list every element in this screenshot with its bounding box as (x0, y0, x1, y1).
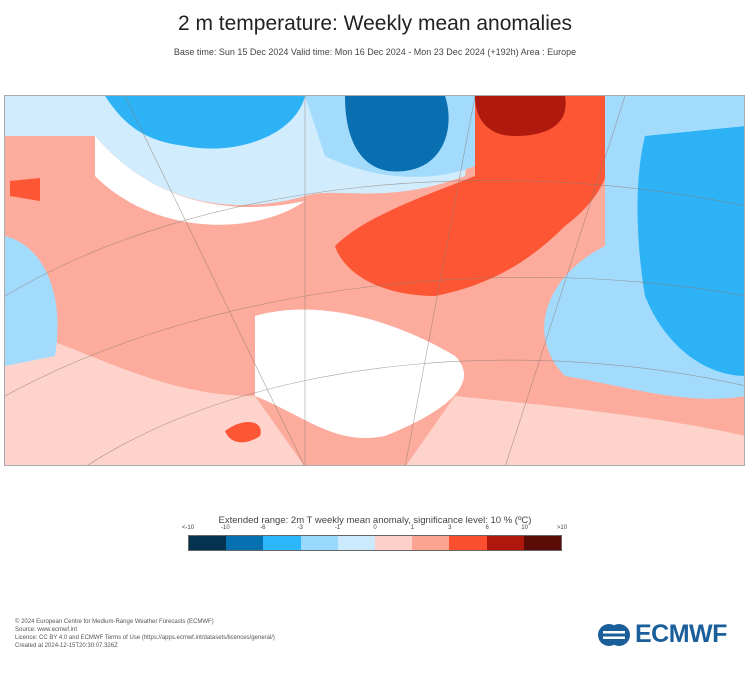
region-white-mediterranean (255, 309, 465, 438)
legend-tick: 1 (410, 525, 415, 531)
region-white-north (95, 136, 305, 225)
color-bin (449, 536, 487, 550)
color-bin (523, 536, 562, 550)
region-very-cold-scand (345, 96, 449, 172)
anomaly-map (4, 95, 745, 466)
region-strong-warm-west (10, 178, 40, 201)
color-bin (486, 536, 524, 550)
copyright: © 2024 European Centre for Medium-Range … (15, 619, 214, 625)
region-light-warm-south (406, 396, 744, 465)
legend-title: Extended range: 2m T weekly mean anomaly… (218, 515, 532, 526)
region-very-warm-russia (475, 96, 566, 136)
color-bin (226, 536, 264, 550)
legend-tick: -3 (297, 525, 303, 531)
region-strong-warm-center (335, 96, 613, 296)
legend-tick: 10 (521, 525, 528, 531)
legend-tick: -1 (334, 525, 341, 531)
region-cold-east (637, 126, 744, 376)
region-light-cold-west (5, 236, 58, 366)
color-bin (337, 536, 376, 550)
legend-tick: <-10 (181, 525, 195, 531)
licence: Licence: CC BY 4.0 and ECMWF Terms of Us… (15, 635, 275, 641)
legend-tick: 0 (373, 525, 377, 531)
color-bin (300, 536, 338, 550)
legend-tick: -10 (221, 525, 230, 531)
color-bin (412, 536, 450, 550)
region-cold-greenland (105, 96, 305, 149)
legend-ticks: <-10 -10 -6 -3 -1 0 1 3 6 10 >10 (182, 525, 567, 535)
legend-tick: 6 (485, 525, 489, 531)
legend-tick: -6 (260, 525, 266, 531)
legend-tick: >10 (556, 525, 568, 531)
chart-subtitle: Base time: Sun 15 Dec 2024 Valid time: M… (173, 47, 577, 57)
source: Source: www.ecmwf.int (15, 627, 78, 633)
map-svg (5, 96, 744, 465)
color-bin (263, 536, 301, 550)
region-strong-warm-africa (225, 421, 261, 443)
footer: © 2024 European Centre for Medium-Range … (15, 618, 275, 650)
ecmwf-logo-icon (598, 623, 630, 646)
ecmwf-logo: ECMWF (597, 620, 727, 649)
chart-title: 2 m temperature: Weekly mean anomalies (177, 12, 573, 35)
graticule (5, 96, 744, 465)
created-at: Created at 2024-12-15T20:30:07.326Z (15, 643, 118, 649)
legend-tick: 3 (448, 525, 452, 531)
color-bin (375, 536, 413, 550)
color-bin (189, 536, 227, 550)
color-bar (188, 535, 562, 551)
logo-text: ECMWF (635, 620, 727, 648)
